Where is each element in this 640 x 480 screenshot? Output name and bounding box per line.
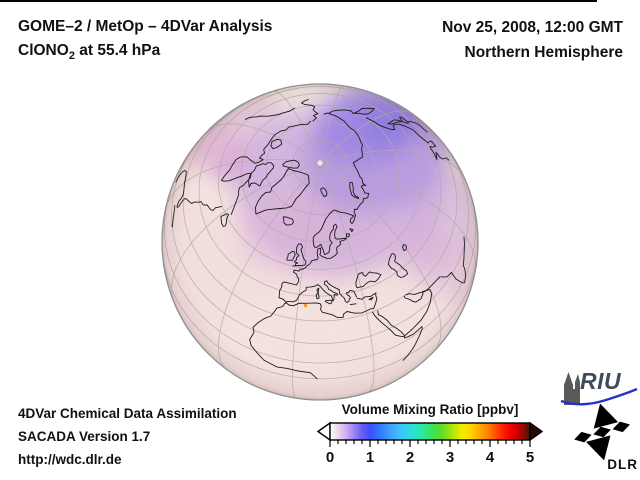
colorbar-gradient bbox=[329, 422, 531, 441]
colorbar-tick-label: 2 bbox=[405, 449, 415, 466]
dlr-arrow-icon bbox=[574, 404, 631, 460]
colorbar-tick-labels: 0 1 2 3 4 5 bbox=[310, 449, 550, 469]
colorbar-tick-label: 1 bbox=[365, 449, 375, 466]
assimilation-text: 4DVar Chemical Data Assimilation bbox=[18, 406, 237, 421]
colorbar-left-arrow bbox=[316, 421, 331, 442]
chem-level-line: ClONO2 at 55.4 hPa bbox=[18, 39, 272, 68]
colorbar-tick-label: 0 bbox=[325, 449, 335, 466]
chem-formula-subscript: 2 bbox=[68, 50, 75, 62]
dlr-logo: DLR bbox=[568, 404, 638, 474]
dlr-text: DLR bbox=[607, 457, 638, 472]
colorbar-tick-label: 3 bbox=[445, 449, 455, 466]
date-text: Nov 25, 2008, 12:00 GMT bbox=[442, 19, 623, 36]
colorbar-tick-label: 4 bbox=[485, 449, 495, 466]
header-left: GOME–2 / MetOp – 4DVar Analysis ClONO2 a… bbox=[18, 15, 272, 68]
chem-level-text: at 55.4 hPa bbox=[74, 42, 161, 59]
mixing-ratio-field bbox=[162, 84, 478, 400]
version-text: SACADA Version 1.7 bbox=[18, 429, 151, 444]
river-wave-icon bbox=[560, 387, 638, 406]
colorbar-tick-label: 5 bbox=[525, 449, 535, 466]
colorbar-ticks bbox=[329, 440, 531, 447]
footer-left: 4DVar Chemical Data Assimilation SACADA … bbox=[18, 402, 237, 471]
top-border-line bbox=[0, 0, 597, 2]
region-text: Northern Hemisphere bbox=[464, 44, 623, 61]
colorbar-right-arrow bbox=[529, 421, 544, 442]
riu-text: RIU bbox=[580, 368, 622, 394]
analysis-title: GOME–2 / MetOp – 4DVar Analysis bbox=[18, 18, 273, 35]
header-right: Nov 25, 2008, 12:00 GMT Northern Hemisph… bbox=[442, 15, 623, 65]
riu-logo: RIU bbox=[558, 368, 640, 410]
cathedral-icon bbox=[564, 372, 580, 405]
colorbar bbox=[316, 421, 544, 447]
globe-rim bbox=[161, 83, 479, 401]
colorbar-title: Volume Mixing Ratio [ppbv] bbox=[341, 402, 519, 417]
chem-formula: ClONO bbox=[18, 42, 69, 59]
url-text: http://wdc.dlr.de bbox=[18, 452, 122, 467]
